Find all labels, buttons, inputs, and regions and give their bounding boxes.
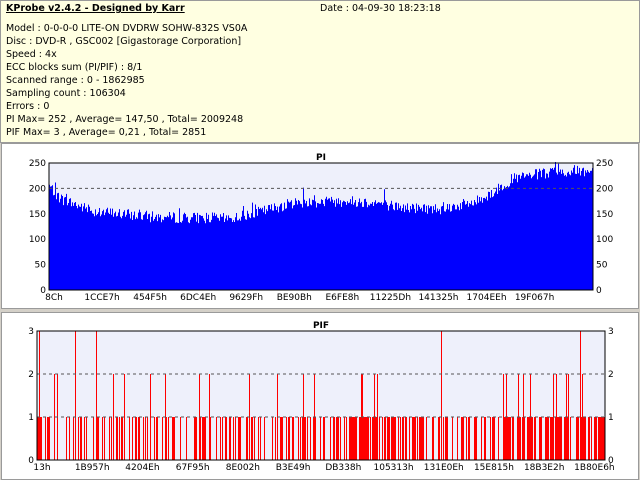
info-pif-stats: PIF Max= 3 , Average= 0,21 , Total= 2851	[6, 127, 207, 138]
y-tick-label-left: 0	[28, 456, 34, 466]
x-tick-label: 19F067h	[515, 293, 555, 303]
x-tick-label: 105313h	[374, 463, 414, 473]
y-tick-label-left: 150	[29, 210, 46, 220]
info-disc: Disc : DVD-R , GSC002 [Gigastorage Corpo…	[6, 36, 242, 47]
info-model: Model : 0-0-0-0 LITE-ON DVDRW SOHW-832S …	[6, 23, 248, 34]
info-pi-stats: PI Max= 252 , Average= 147,50 , Total= 2…	[6, 114, 244, 125]
pif-chart-panel: PIF 0 0 1 1 2 2 3 3 13h 1B957h 4204Eh 67F95h 8E002h B3…	[1, 312, 639, 480]
x-tick-label: 1B80E6h	[574, 463, 614, 473]
x-tick-label: 8E002h	[226, 463, 260, 473]
x-tick-label: 131E0Eh	[424, 463, 464, 473]
y-tick-label-left: 50	[35, 261, 47, 271]
x-tick-label: 9629Fh	[229, 293, 263, 303]
x-tick-label: 4204Eh	[125, 463, 159, 473]
info-panel: KProbe v2.4.2 - Designed by Karr Date : …	[0, 0, 640, 143]
x-tick-label: 67F95h	[176, 463, 210, 473]
x-tick-label: 1704EEh	[467, 293, 507, 303]
chart-title: PIF	[313, 321, 329, 331]
info-sampling: Sampling count : 106304	[6, 88, 126, 99]
x-tick-label: 1B957h	[75, 463, 110, 473]
y-tick-label-right: 50	[596, 261, 608, 271]
x-tick-label: 8Ch	[45, 293, 63, 303]
y-tick-label-right: 100	[596, 235, 613, 245]
plot-frame	[36, 330, 606, 461]
x-tick-label: 454F5h	[133, 293, 167, 303]
x-tick-label: BE90Bh	[277, 293, 312, 303]
y-tick-label-left: 0	[40, 286, 46, 296]
y-tick-label-right: 150	[596, 210, 613, 220]
y-tick-label-right: 200	[596, 184, 613, 194]
y-tick-label-left: 100	[29, 235, 46, 245]
y-tick-label-left: 200	[29, 184, 46, 194]
x-tick-label: 15E815h	[474, 463, 514, 473]
y-tick-label-left: 1	[28, 413, 34, 423]
info-range: Scanned range : 0 - 1862985	[6, 75, 145, 86]
y-tick-label-right: 2	[608, 370, 614, 380]
x-tick-label: 6DC4Eh	[180, 293, 216, 303]
pi-chart: PI 0 0 50 50 100 100 150 150 200 200 250 250 8Ch 1CCE7…	[29, 153, 614, 303]
pif-chart: PIF 0 0 1 1 2 2 3 3 13h 1B957h 4204Eh 67F95h 8E002h B3…	[28, 321, 614, 473]
x-tick-label: 13h	[33, 463, 50, 473]
x-tick-label: 1CCE7h	[84, 293, 119, 303]
x-tick-label: 141325h	[418, 293, 458, 303]
y-tick-label-right: 0	[596, 286, 602, 296]
y-tick-label-right: 0	[608, 456, 614, 466]
scan-date: Date : 04-09-30 18:23:18	[320, 3, 441, 14]
y-tick-label-left: 250	[29, 159, 46, 169]
y-tick-label-right: 3	[608, 327, 614, 337]
app-title: KProbe v2.4.2 - Designed by Karr	[6, 3, 185, 14]
info-errors: Errors : 0	[6, 101, 50, 112]
x-tick-label: DB338h	[325, 463, 361, 473]
x-tick-label: E6FE8h	[326, 293, 360, 303]
pi-chart-panel: PI 0 0 50 50 100 100 150 150 200 200 250 250 8Ch 1CCE7…	[1, 143, 639, 309]
x-tick-label: 11225Dh	[370, 293, 411, 303]
plot-frame	[48, 162, 594, 291]
y-tick-label-left: 2	[28, 370, 34, 380]
y-tick-label-left: 3	[28, 327, 34, 337]
y-tick-label-right: 1	[608, 413, 614, 423]
x-tick-label: 18B3E2h	[524, 463, 564, 473]
x-tick-label: B3E49h	[276, 463, 311, 473]
info-speed: Speed : 4x	[6, 49, 57, 60]
chart-title: PI	[316, 153, 326, 163]
y-tick-label-right: 250	[596, 159, 613, 169]
info-ecc: ECC blocks sum (PI/PIF) : 8/1	[6, 62, 143, 73]
